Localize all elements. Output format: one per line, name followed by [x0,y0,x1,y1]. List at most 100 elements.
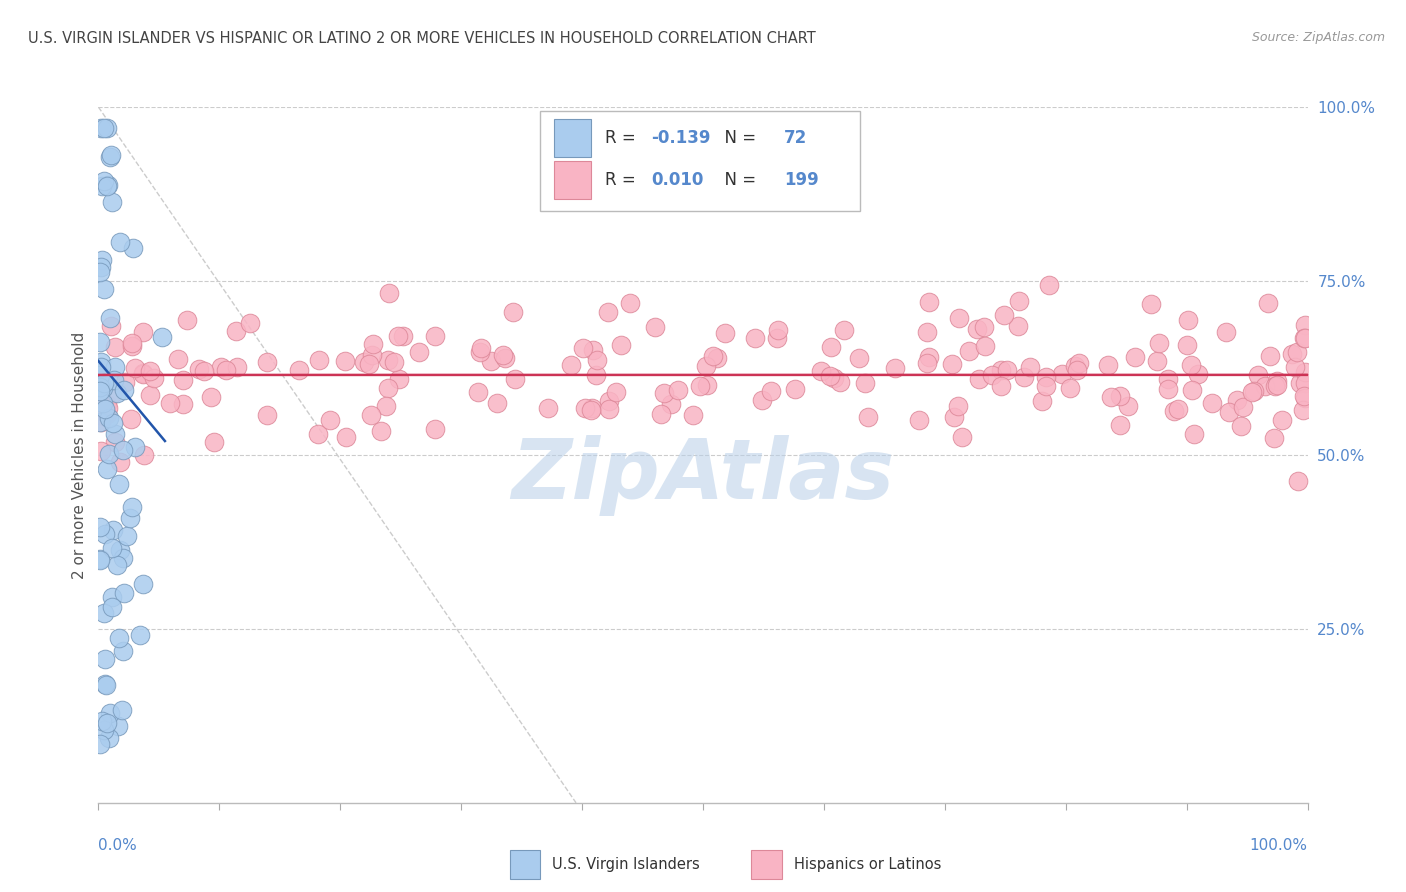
Point [993,308,1015,322]
Point [918,350,941,364]
Point [706,351,728,366]
Point [695,359,717,373]
Point [100,600,122,615]
Point [652,385,675,400]
Point [111,703,134,717]
Text: 100.0%: 100.0% [1250,838,1308,853]
Point [659,397,682,411]
Point [150,329,173,343]
Point [915,356,938,370]
Point [90,378,112,392]
Point [1232,401,1254,415]
Point [187,362,209,376]
Point [225,324,247,338]
Point [941,357,963,371]
Point [202,434,225,449]
Point [571,341,593,355]
Point [1265,377,1288,392]
Point [96,179,118,194]
Point [610,337,633,351]
Point [387,328,409,343]
Text: 0.0%: 0.0% [98,838,138,853]
Point [90,714,112,729]
Point [1281,347,1303,361]
Point [1180,358,1202,372]
Point [176,313,198,327]
Text: R =: R = [605,129,641,147]
Bar [554,120,591,158]
Point [89,520,111,534]
Point [287,363,309,377]
Point [104,340,127,354]
Point [1286,474,1309,488]
Point [1035,379,1057,393]
Text: Hispanics or Latinos: Hispanics or Latinos [793,857,941,872]
Point [1182,427,1205,442]
Point [666,384,689,398]
Point [120,412,142,426]
Point [215,363,238,377]
Text: U.S. VIRGIN ISLANDER VS HISPANIC OR LATINO 2 OR MORE VEHICLES IN HOUSEHOLD CORRE: U.S. VIRGIN ISLANDER VS HISPANIC OR LATI… [28,31,815,46]
Point [828,376,851,390]
Point [129,628,152,642]
Point [1258,349,1281,363]
Point [89,415,111,429]
Text: 199: 199 [785,171,818,189]
Point [392,328,415,343]
Point [1147,335,1170,350]
Point [1163,404,1185,418]
Point [89,368,111,382]
Point [107,719,129,733]
Point [582,343,605,357]
Point [139,388,162,402]
Point [1012,370,1035,384]
Point [751,393,773,408]
Bar [554,161,591,199]
Point [122,241,145,255]
Point [502,305,524,319]
Point [713,326,735,341]
Point [132,326,155,340]
Point [759,384,782,399]
Point [1265,374,1288,388]
Point [111,551,134,566]
Point [820,340,842,354]
Point [492,348,515,362]
Point [94,678,117,692]
Point [1067,356,1090,370]
Point [574,401,596,415]
Point [319,413,342,427]
Point [121,336,143,351]
Point [650,407,672,421]
Point [973,319,995,334]
Text: U.S. Virgin Islanders: U.S. Virgin Islanders [551,857,700,872]
Point [89,380,111,394]
Point [93,376,115,391]
Point [91,409,114,423]
Point [980,368,1002,382]
Point [225,360,247,375]
Point [93,381,115,395]
Point [209,359,232,374]
Point [907,413,929,427]
Point [581,401,603,416]
Point [598,402,620,417]
Point [1066,362,1088,376]
Point [1271,413,1294,427]
Point [619,296,641,310]
Point [104,435,127,450]
Point [766,323,789,337]
Point [96,407,118,421]
Point [1289,376,1312,390]
Point [1167,402,1189,417]
Text: R =: R = [605,171,641,189]
Point [918,295,941,310]
Point [101,523,124,537]
Point [98,446,121,460]
Point [1218,404,1240,418]
Point [1109,389,1132,403]
Point [783,382,806,396]
Point [644,320,666,334]
Point [486,396,509,410]
Point [1292,403,1315,417]
